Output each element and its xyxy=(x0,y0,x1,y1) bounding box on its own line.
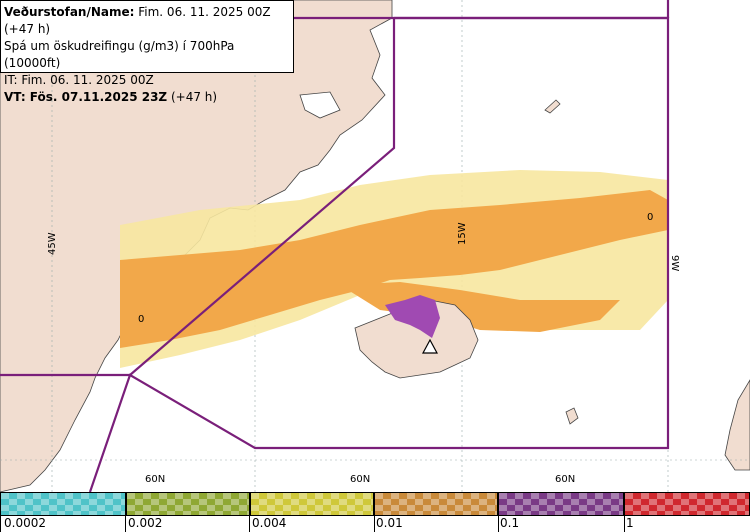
concentration-legend: 0.0002 0.002 0.004 0.01 0.1 1 xyxy=(0,492,750,532)
legend-label-5: 0.1 xyxy=(500,516,520,530)
lon-label-9w: 9W xyxy=(669,255,680,271)
lon-label-15w: 15W xyxy=(457,222,468,245)
contour-zero-a: 0 xyxy=(138,314,144,325)
legend-label-1: 0.0002 xyxy=(4,516,46,530)
legend-swatch-3 xyxy=(250,492,374,516)
legend-label-6: 1 xyxy=(626,516,634,530)
info-line-1: Veðurstofan/Name: Fim. 06. 11. 2025 00Z … xyxy=(4,5,271,36)
faroe-islands xyxy=(565,407,579,425)
ash-plume-high xyxy=(385,295,440,338)
legend-swatch-6 xyxy=(624,492,750,516)
info-line-4: VT: Fös. 07.11.2025 23Z (+47 h) xyxy=(4,90,218,104)
ash-dispersion-map: 45W 15W 9W 60N 60N 60N 0 0 xyxy=(0,0,750,492)
ash-plume-mid-lower xyxy=(340,282,620,332)
legend-swatch-4 xyxy=(374,492,498,516)
volcano-marker-icon xyxy=(421,338,439,354)
legend-swatch-1 xyxy=(0,492,126,516)
legend-swatch-5 xyxy=(498,492,624,516)
info-line-3: IT: Fim. 06. 11. 2025 00Z xyxy=(4,73,154,87)
legend-label-4: 0.01 xyxy=(376,516,403,530)
ash-plume-mid xyxy=(120,190,668,348)
contour-zero-b: 0 xyxy=(647,212,653,223)
legend-label-2: 0.002 xyxy=(128,516,163,530)
legend-swatch-2 xyxy=(126,492,250,516)
lat-label-c: 60N xyxy=(555,474,575,485)
lat-label-a: 60N xyxy=(145,474,165,485)
forecast-info-box: Veðurstofan/Name: Fim. 06. 11. 2025 00Z … xyxy=(0,0,294,104)
lon-label-45w: 45W xyxy=(47,232,58,255)
small-island xyxy=(544,99,561,114)
lat-label-b: 60N xyxy=(350,474,370,485)
fir-boundary xyxy=(0,0,670,492)
norway-land xyxy=(724,379,750,471)
legend-label-3: 0.004 xyxy=(252,516,287,530)
info-line-2: Spá um öskudreifingu (g/m3) í 700hPa (10… xyxy=(4,39,235,70)
